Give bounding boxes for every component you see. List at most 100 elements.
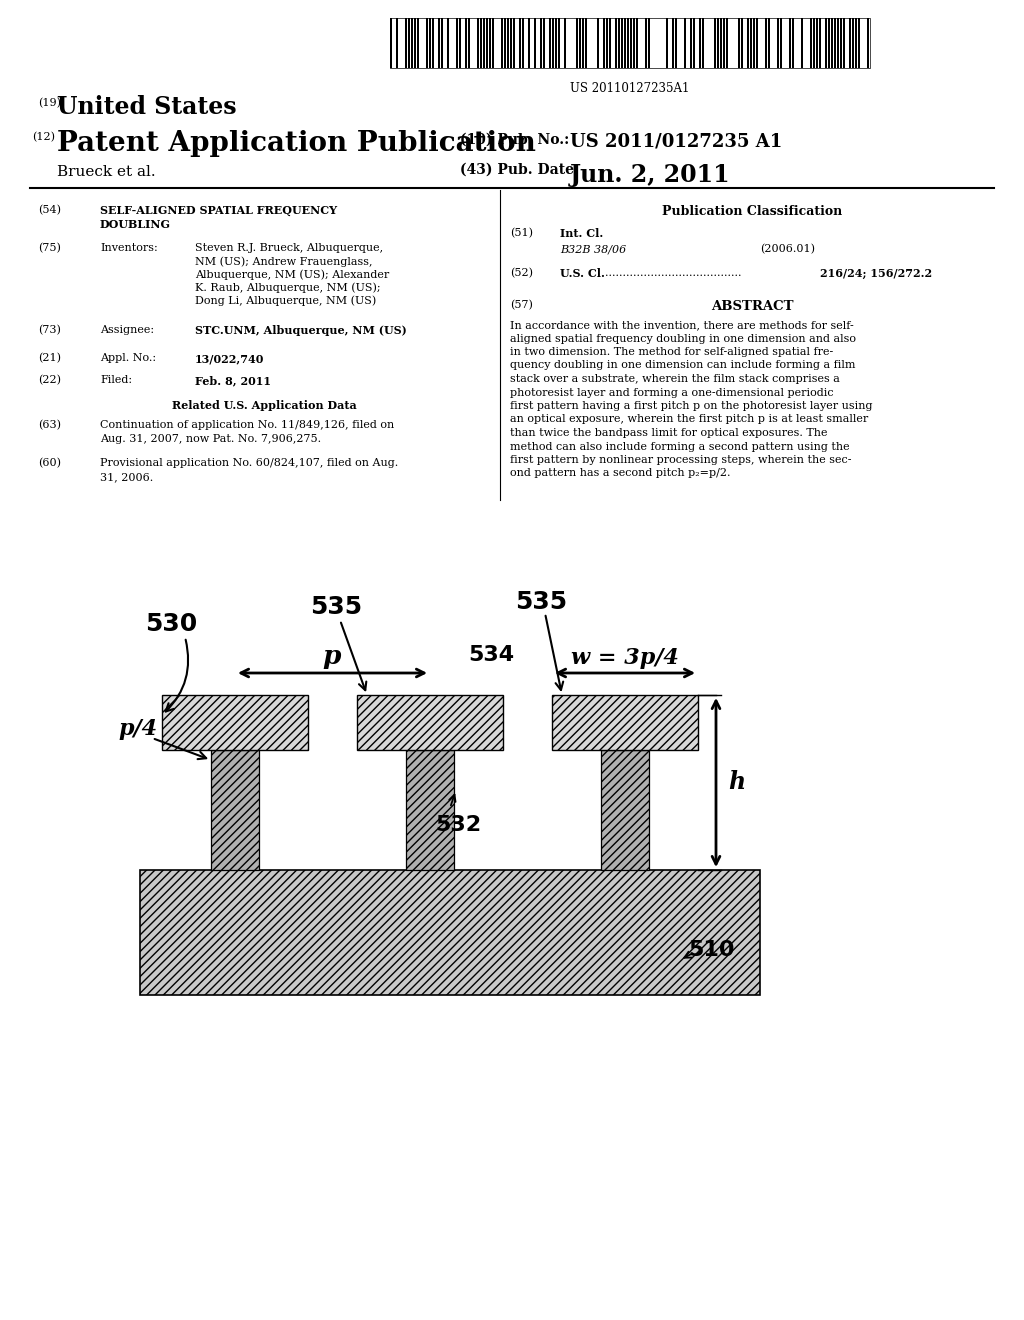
Bar — [843, 18, 845, 69]
Bar — [406, 750, 454, 870]
Text: (75): (75) — [38, 243, 60, 253]
Bar — [693, 18, 695, 69]
Bar — [140, 870, 760, 995]
Bar — [601, 750, 649, 870]
Bar — [813, 18, 815, 69]
Text: B32B 38/06: B32B 38/06 — [560, 244, 627, 253]
Text: ond pattern has a second pitch p₂=p/2.: ond pattern has a second pitch p₂=p/2. — [510, 469, 730, 479]
Bar — [492, 18, 495, 69]
Text: an optical exposure, wherein the first pitch p is at least smaller: an optical exposure, wherein the first p… — [510, 414, 868, 425]
Bar — [810, 18, 812, 69]
Bar — [750, 18, 753, 69]
Text: in two dimension. The method for self-aligned spatial fre-: in two dimension. The method for self-al… — [510, 347, 834, 356]
Bar — [468, 18, 470, 69]
Text: NM (US); Andrew Frauenglass,: NM (US); Andrew Frauenglass, — [195, 256, 373, 267]
Bar — [858, 18, 860, 69]
Text: (2006.01): (2006.01) — [760, 244, 815, 255]
Bar — [855, 18, 857, 69]
Bar — [834, 18, 837, 69]
Text: SELF-ALIGNED SPATIAL FREQUENCY: SELF-ALIGNED SPATIAL FREQUENCY — [100, 205, 337, 216]
Bar — [432, 18, 434, 69]
Bar — [465, 18, 467, 69]
Text: 510: 510 — [688, 940, 734, 960]
Bar — [672, 18, 674, 69]
Bar — [447, 18, 450, 69]
Text: 31, 2006.: 31, 2006. — [100, 473, 154, 482]
Bar — [426, 18, 428, 69]
Text: United States: United States — [57, 95, 237, 119]
Bar — [406, 18, 408, 69]
Bar — [528, 18, 530, 69]
Text: first pattern having a first pitch p on the photoresist layer using: first pattern having a first pitch p on … — [510, 401, 872, 411]
Text: (19): (19) — [38, 98, 61, 108]
Text: Inventors:: Inventors: — [100, 243, 158, 253]
Text: Provisional application No. 60/824,107, filed on Aug.: Provisional application No. 60/824,107, … — [100, 458, 398, 469]
Bar — [675, 18, 677, 69]
Text: w = 3p/4: w = 3p/4 — [571, 647, 679, 669]
Bar — [714, 18, 716, 69]
Text: Aug. 31, 2007, now Pat. No. 7,906,275.: Aug. 31, 2007, now Pat. No. 7,906,275. — [100, 434, 322, 444]
Bar — [534, 18, 537, 69]
Bar — [483, 18, 485, 69]
Bar — [552, 18, 554, 69]
Bar — [645, 18, 647, 69]
Text: ABSTRACT: ABSTRACT — [711, 300, 794, 313]
Bar — [630, 18, 632, 69]
Bar — [162, 696, 308, 750]
Text: (60): (60) — [38, 458, 61, 469]
Bar — [801, 18, 803, 69]
Text: Appl. No.:: Appl. No.: — [100, 352, 156, 363]
Text: (22): (22) — [38, 375, 61, 385]
Text: Albuquerque, NM (US); Alexander: Albuquerque, NM (US); Alexander — [195, 269, 389, 280]
Bar — [699, 18, 701, 69]
Bar — [585, 18, 587, 69]
Text: Filed:: Filed: — [100, 375, 132, 385]
Bar — [519, 18, 521, 69]
Bar — [456, 18, 458, 69]
Bar — [780, 18, 782, 69]
Text: STC.UNM, Albuquerque, NM (US): STC.UNM, Albuquerque, NM (US) — [195, 325, 407, 337]
Bar — [867, 18, 869, 69]
Bar — [603, 18, 605, 69]
Text: Continuation of application No. 11/849,126, filed on: Continuation of application No. 11/849,1… — [100, 420, 394, 430]
Bar — [411, 18, 413, 69]
Bar — [429, 18, 431, 69]
Bar — [459, 18, 461, 69]
Text: (63): (63) — [38, 420, 61, 430]
Bar — [390, 18, 392, 69]
Text: 535: 535 — [310, 595, 362, 619]
Bar — [837, 18, 839, 69]
Bar — [828, 18, 830, 69]
Text: photoresist layer and forming a one-dimensional periodic: photoresist layer and forming a one-dime… — [510, 388, 834, 397]
Bar — [504, 18, 506, 69]
Text: method can also include forming a second pattern using the: method can also include forming a second… — [510, 441, 850, 451]
Bar — [648, 18, 650, 69]
Bar — [414, 18, 416, 69]
Bar — [579, 18, 582, 69]
Text: 532: 532 — [435, 814, 481, 836]
Bar — [627, 18, 629, 69]
Text: DOUBLING: DOUBLING — [100, 219, 171, 230]
Text: Feb. 8, 2011: Feb. 8, 2011 — [195, 375, 271, 385]
Bar — [555, 18, 557, 69]
Bar — [723, 18, 725, 69]
Bar — [792, 18, 795, 69]
Text: Jun. 2, 2011: Jun. 2, 2011 — [570, 162, 731, 187]
Bar — [618, 18, 621, 69]
Text: In accordance with the invention, there are methods for self-: In accordance with the invention, there … — [510, 319, 854, 330]
Text: (21): (21) — [38, 352, 61, 363]
Text: first pattern by nonlinear processing steps, wherein the sec-: first pattern by nonlinear processing st… — [510, 455, 852, 465]
Text: (12): (12) — [32, 132, 55, 143]
Bar — [636, 18, 638, 69]
Text: .......................................: ....................................... — [605, 268, 741, 279]
Text: Steven R.J. Brueck, Albuquerque,: Steven R.J. Brueck, Albuquerque, — [195, 243, 383, 253]
Bar — [540, 18, 542, 69]
Text: (54): (54) — [38, 205, 61, 215]
Bar — [480, 18, 482, 69]
Text: Int. Cl.: Int. Cl. — [560, 228, 603, 239]
Bar — [486, 18, 488, 69]
Bar — [390, 18, 870, 69]
Text: Related U.S. Application Data: Related U.S. Application Data — [172, 400, 356, 411]
Bar — [765, 18, 767, 69]
Bar — [582, 18, 584, 69]
